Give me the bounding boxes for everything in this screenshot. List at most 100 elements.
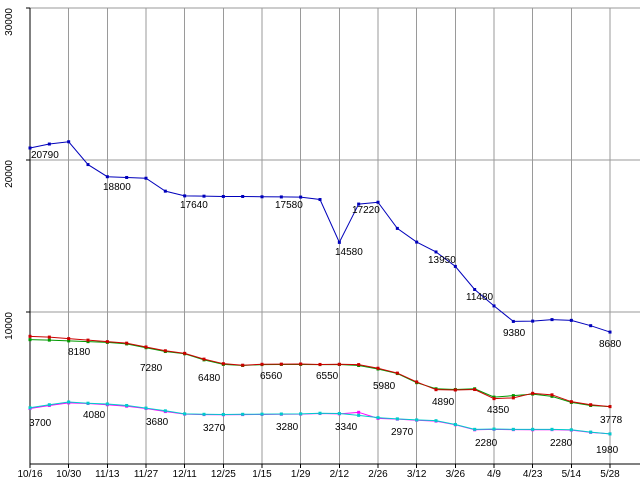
data-point-blue (86, 163, 90, 167)
x-axis-label: 3/26 (446, 469, 466, 480)
point-label: 3680 (146, 417, 169, 428)
data-point-magenta (357, 410, 361, 414)
data-point-red (105, 340, 109, 344)
data-point-cyan (357, 413, 361, 417)
point-label: 7280 (140, 363, 163, 374)
point-label: 2280 (475, 438, 498, 449)
point-label: 18800 (103, 182, 131, 193)
point-label: 4080 (83, 410, 106, 421)
x-axis-label: 3/12 (407, 469, 427, 480)
data-point-cyan (260, 412, 264, 416)
data-point-red (337, 362, 341, 366)
x-axis-label: 4/9 (487, 469, 501, 480)
data-point-red (415, 380, 419, 384)
data-point-cyan (163, 409, 167, 413)
x-axis-label: 4/23 (523, 469, 543, 480)
data-point-blue (125, 175, 129, 179)
data-point-cyan (511, 427, 515, 431)
data-point-red (221, 362, 225, 366)
data-point-blue (318, 198, 322, 202)
point-label: 6560 (260, 371, 283, 382)
data-point-red (67, 337, 71, 341)
data-point-cyan (47, 403, 51, 407)
data-point-red (531, 391, 535, 395)
point-label: 11480 (466, 292, 494, 303)
data-point-cyan (299, 412, 303, 416)
data-point-green (550, 394, 554, 398)
point-label: 4350 (487, 405, 510, 416)
data-point-cyan (105, 402, 109, 406)
data-point-red (395, 371, 399, 375)
point-label: 1980 (596, 445, 619, 456)
data-point-blue (163, 189, 167, 193)
data-point-blue (144, 176, 148, 180)
data-point-blue (608, 330, 612, 334)
data-point-cyan (608, 432, 612, 436)
data-point-blue (473, 288, 477, 292)
data-point-red (299, 362, 303, 366)
data-point-blue (395, 226, 399, 230)
x-axis-label: 12/11 (173, 469, 198, 480)
data-point-green (47, 338, 51, 342)
x-axis-label: 5/14 (562, 469, 582, 480)
point-label: 3280 (276, 422, 299, 433)
point-label: 13950 (428, 255, 456, 266)
point-label: 5980 (373, 381, 396, 392)
data-point-blue (589, 324, 593, 328)
data-point-blue (376, 200, 380, 204)
data-point-red (47, 335, 51, 339)
y-axis-label: 30000 (4, 8, 15, 36)
data-point-cyan (531, 427, 535, 431)
x-axis-label: 10/30 (56, 469, 81, 480)
x-axis-label: 11/27 (134, 469, 159, 480)
data-point-red (241, 363, 245, 367)
data-point-cyan (241, 412, 245, 416)
data-point-cyan (318, 411, 322, 415)
data-point-cyan (28, 406, 32, 410)
point-label: 3340 (335, 422, 358, 433)
data-point-cyan (86, 401, 90, 405)
point-label: 14580 (335, 247, 363, 258)
point-label: 4890 (432, 397, 455, 408)
data-point-blue (241, 194, 245, 198)
data-point-cyan (569, 428, 573, 432)
data-point-blue (183, 194, 187, 198)
point-label: 17580 (275, 200, 303, 211)
data-point-red (260, 362, 264, 366)
data-point-cyan (67, 400, 71, 404)
data-point-cyan (144, 406, 148, 410)
data-point-red (511, 396, 515, 400)
point-label: 20790 (31, 150, 59, 161)
data-point-blue (279, 195, 283, 199)
data-point-blue (511, 319, 515, 323)
y-axis-label: 20000 (4, 160, 15, 188)
data-point-red (473, 388, 477, 392)
data-point-red (125, 341, 129, 345)
point-label: 8680 (599, 339, 622, 350)
data-point-red (279, 362, 283, 366)
data-point-blue (453, 264, 457, 268)
series-line-blue (29, 141, 611, 333)
point-label: 3270 (203, 423, 226, 434)
data-point-cyan (415, 418, 419, 422)
data-point-cyan (202, 412, 206, 416)
point-label: 3700 (29, 418, 52, 429)
data-point-cyan (183, 412, 187, 416)
data-point-cyan (337, 412, 341, 416)
x-axis-label: 2/26 (368, 469, 388, 480)
data-point-red (202, 357, 206, 361)
data-point-red (28, 334, 32, 338)
data-point-blue (550, 318, 554, 322)
data-point-cyan (221, 412, 225, 416)
data-point-cyan (434, 419, 438, 423)
data-point-blue (357, 202, 361, 206)
data-point-blue (221, 194, 225, 198)
data-point-cyan (395, 417, 399, 421)
x-axis-label: 12/25 (211, 469, 236, 480)
data-point-cyan (279, 412, 283, 416)
data-point-blue (415, 240, 419, 244)
data-point-blue (28, 146, 32, 150)
point-label: 2970 (391, 427, 414, 438)
